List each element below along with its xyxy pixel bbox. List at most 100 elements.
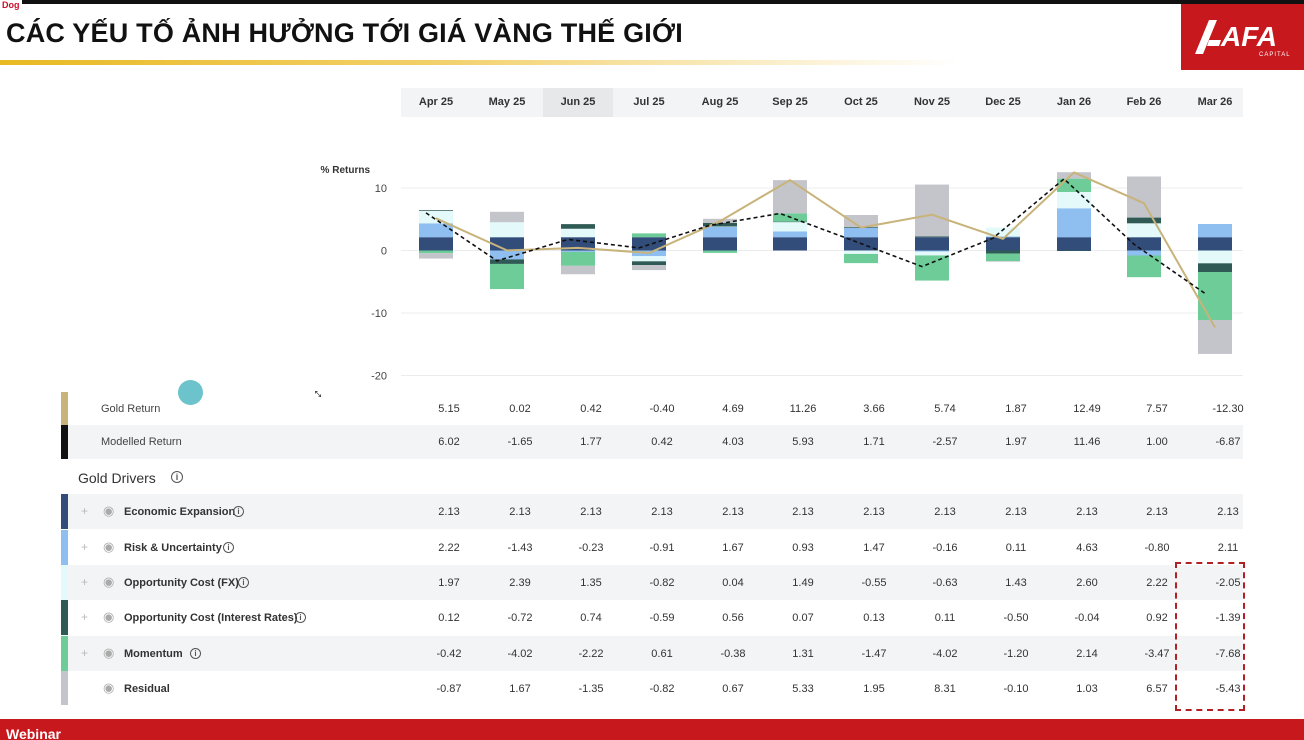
gold-return-label: Gold Return: [101, 403, 161, 415]
table-cell: -2.22: [578, 648, 604, 660]
table-cell: 1.67: [722, 542, 744, 554]
table-cell: 2.22: [438, 542, 460, 554]
y-tick-label: 0: [381, 246, 387, 258]
table-cell: 2.39: [509, 577, 531, 589]
visibility-eye-icon[interactable]: ◉: [103, 680, 115, 695]
bar-segment: [703, 226, 737, 238]
table-cell: 3.66: [863, 403, 885, 415]
bar-segment: [703, 223, 737, 227]
table-cell: -0.82: [649, 577, 675, 589]
table-cell: -0.23: [578, 542, 604, 554]
visibility-eye-icon[interactable]: ◉: [103, 539, 115, 554]
month-label: Dec 25: [985, 96, 1021, 108]
table-cell: 6.57: [1146, 683, 1168, 695]
table-cell: -0.63: [932, 577, 958, 589]
row-background: [61, 565, 1243, 600]
visibility-eye-icon[interactable]: ◉: [103, 645, 115, 660]
bar-segment: [703, 237, 737, 251]
table-cell: 2.22: [1146, 577, 1168, 589]
bar-segment: [986, 261, 1020, 262]
table-cell: 1.97: [1005, 436, 1027, 448]
expand-plus-icon[interactable]: +: [81, 610, 89, 624]
gold-drivers-info-icon[interactable]: i: [171, 471, 183, 483]
logo-text: AFA: [1221, 21, 1277, 52]
table-cell: 11.46: [1073, 436, 1101, 448]
table-cell: -0.50: [1003, 612, 1029, 624]
opportunity-cost-rates-color-bar: [61, 600, 68, 635]
table-cell: -0.38: [720, 648, 746, 660]
footer-bar: Webinar: [0, 719, 1304, 740]
visibility-eye-icon[interactable]: ◉: [103, 503, 115, 518]
bar-segment: [1127, 217, 1161, 224]
bar-segment: [1198, 263, 1232, 272]
info-icon[interactable]: i: [223, 542, 234, 553]
table-cell: 1.71: [863, 436, 885, 448]
bar-segment: [915, 237, 949, 251]
table-cell: 1.95: [863, 683, 885, 695]
table-cell: 1.35: [580, 577, 602, 589]
info-icon[interactable]: i: [233, 506, 244, 517]
table-cell: 2.13: [438, 506, 460, 518]
gold-return-line: [435, 171, 1216, 328]
table-cell: 2.13: [651, 506, 673, 518]
y-tick-label: -20: [371, 371, 387, 383]
table-cell: -4.02: [507, 648, 533, 660]
table-cell: -0.10: [1003, 683, 1029, 695]
bar-segment: [561, 237, 595, 251]
expand-plus-icon[interactable]: +: [81, 540, 89, 554]
bar-segment: [419, 250, 453, 254]
bar-segment: [1057, 192, 1091, 209]
table-cell: 1.47: [863, 542, 885, 554]
table-cell: 1.87: [1005, 403, 1027, 415]
table-cell: 1.97: [438, 577, 460, 589]
table-cell: 0.12: [438, 612, 460, 624]
bar-segment: [1127, 223, 1161, 238]
table-cell: 7.57: [1146, 403, 1168, 415]
logo-subtext: CAPITAL: [1259, 52, 1291, 58]
table-cell: 2.11: [1217, 542, 1239, 554]
bar-segment: [1198, 224, 1232, 238]
table-cell: 2.13: [1076, 506, 1098, 518]
table-cell: -0.40: [649, 403, 675, 415]
bar-segment: [773, 180, 807, 214]
table-cell: -0.55: [861, 577, 887, 589]
table-cell: 1.00: [1146, 436, 1168, 448]
table-cell: -2.05: [1215, 577, 1241, 589]
visibility-eye-icon[interactable]: ◉: [103, 609, 115, 624]
info-icon[interactable]: i: [238, 577, 249, 588]
info-icon[interactable]: i: [295, 612, 306, 623]
bar-segment: [561, 224, 595, 229]
month-highlight: [543, 88, 613, 117]
info-icon[interactable]: i: [190, 648, 201, 659]
bar-segment: [844, 253, 878, 264]
table-cell: -1.65: [507, 436, 533, 448]
bar-segment: [844, 228, 878, 238]
bar-segment: [986, 237, 1020, 251]
table-cell: 2.13: [509, 506, 531, 518]
bar-segment: [1057, 250, 1091, 251]
month-label: Oct 25: [844, 96, 878, 108]
bar-segment: [561, 250, 595, 252]
table-cell: 2.13: [722, 506, 744, 518]
modelled-return-color-bar: [61, 425, 68, 459]
bar-segment: [773, 237, 807, 251]
table-cell: 0.74: [580, 612, 602, 624]
bar-segment: [986, 227, 1020, 237]
expand-plus-icon[interactable]: +: [81, 575, 89, 589]
logo-mark-icon: [1195, 20, 1221, 54]
visibility-eye-icon[interactable]: ◉: [103, 574, 115, 589]
table-cell: -1.39: [1215, 612, 1241, 624]
table-cell: 2.13: [863, 506, 885, 518]
table-cell: -0.59: [649, 612, 675, 624]
residual-label: Residual: [124, 683, 170, 695]
modelled-return-line: [425, 177, 1206, 295]
table-cell: 1.67: [509, 683, 531, 695]
table-cell: 0.02: [509, 403, 531, 415]
bar-segment: [773, 221, 807, 223]
bar-segment: [1127, 255, 1161, 278]
expand-plus-icon[interactable]: +: [81, 646, 89, 660]
expand-plus-icon[interactable]: +: [81, 504, 89, 518]
month-label: Jan 26: [1056, 96, 1092, 108]
row-background: [61, 636, 1243, 671]
table-cell: 5.93: [792, 436, 814, 448]
